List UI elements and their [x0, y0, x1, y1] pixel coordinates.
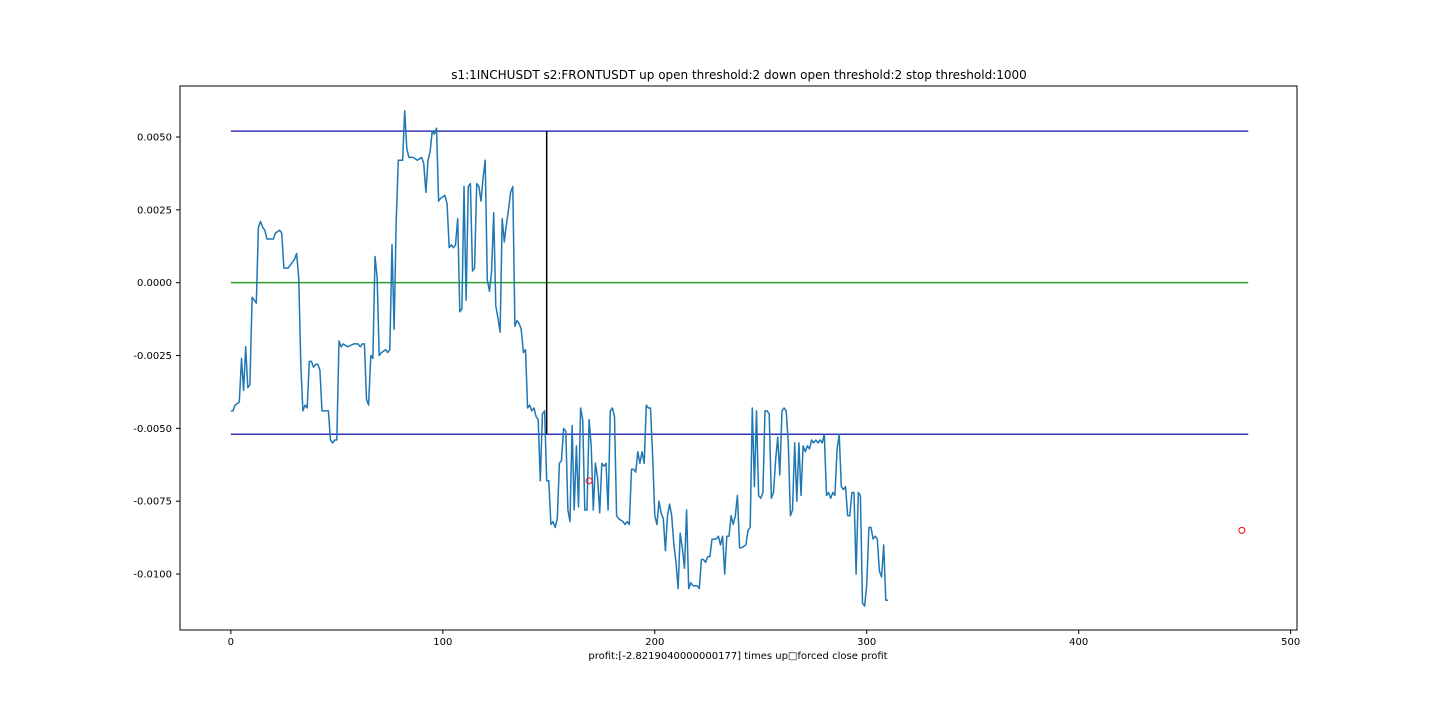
y-tick-label: 0.0000 [137, 278, 172, 289]
x-axis-label: profit:[-2.8219040000000177] times up□fo… [588, 651, 887, 662]
y-tick-label: 0.0050 [137, 132, 172, 143]
x-tick-label: 500 [1281, 637, 1300, 648]
y-tick-label: -0.0100 [133, 570, 172, 581]
y-tick-label: -0.0025 [133, 351, 172, 362]
y-tick-label: 0.0025 [137, 205, 172, 216]
chart-title: s1:1INCHUSDT s2:FRONTUSDT up open thresh… [451, 68, 1027, 82]
x-tick-label: 0 [228, 637, 234, 648]
x-tick-label: 400 [1069, 637, 1088, 648]
x-tick-label: 200 [645, 637, 664, 648]
x-tick-label: 100 [433, 637, 452, 648]
x-tick-label: 300 [857, 637, 876, 648]
y-tick-label: -0.0075 [133, 497, 172, 508]
y-tick-label: -0.0050 [133, 424, 172, 435]
